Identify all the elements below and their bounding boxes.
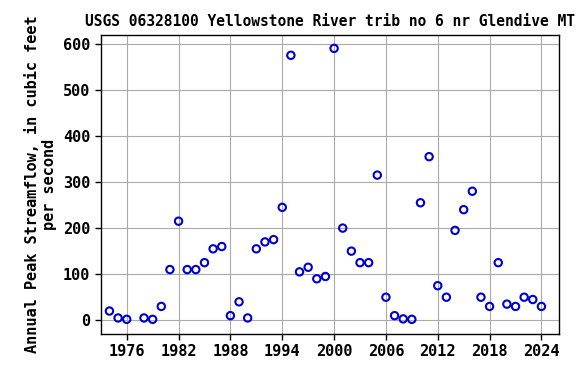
Point	[450, 227, 460, 233]
Title: USGS 06328100 Yellowstone River trib no 6 nr Glendive MT: USGS 06328100 Yellowstone River trib no …	[85, 14, 575, 29]
Point	[209, 246, 218, 252]
Point	[407, 316, 416, 323]
Point	[217, 243, 226, 250]
Point	[511, 303, 520, 310]
Point	[338, 225, 347, 231]
Point	[329, 45, 339, 51]
Point	[183, 266, 192, 273]
Point	[295, 269, 304, 275]
Point	[165, 266, 175, 273]
Point	[122, 316, 131, 323]
Point	[416, 200, 425, 206]
Point	[234, 299, 244, 305]
Point	[286, 52, 295, 58]
Point	[226, 313, 235, 319]
Point	[364, 260, 373, 266]
Point	[433, 283, 442, 289]
Point	[278, 204, 287, 210]
Point	[399, 316, 408, 322]
Point	[494, 260, 503, 266]
Point	[373, 172, 382, 178]
Point	[243, 315, 252, 321]
Point	[347, 248, 356, 254]
Point	[200, 260, 209, 266]
Point	[442, 294, 451, 300]
Point	[520, 294, 529, 300]
Point	[269, 237, 278, 243]
Point	[105, 308, 114, 314]
Point	[191, 266, 200, 273]
Point	[113, 315, 123, 321]
Point	[502, 301, 511, 307]
Y-axis label: Annual Peak Streamflow, in cubic feet
per second: Annual Peak Streamflow, in cubic feet pe…	[25, 15, 58, 353]
Point	[528, 296, 537, 303]
Point	[157, 303, 166, 310]
Point	[355, 260, 365, 266]
Point	[476, 294, 486, 300]
Point	[260, 239, 270, 245]
Point	[139, 315, 149, 321]
Point	[312, 276, 321, 282]
Point	[425, 154, 434, 160]
Point	[321, 273, 330, 280]
Point	[304, 264, 313, 270]
Point	[252, 246, 261, 252]
Point	[381, 294, 391, 300]
Point	[390, 313, 399, 319]
Point	[537, 303, 546, 310]
Point	[468, 188, 477, 194]
Point	[174, 218, 183, 224]
Point	[459, 207, 468, 213]
Point	[148, 316, 157, 323]
Point	[485, 303, 494, 310]
